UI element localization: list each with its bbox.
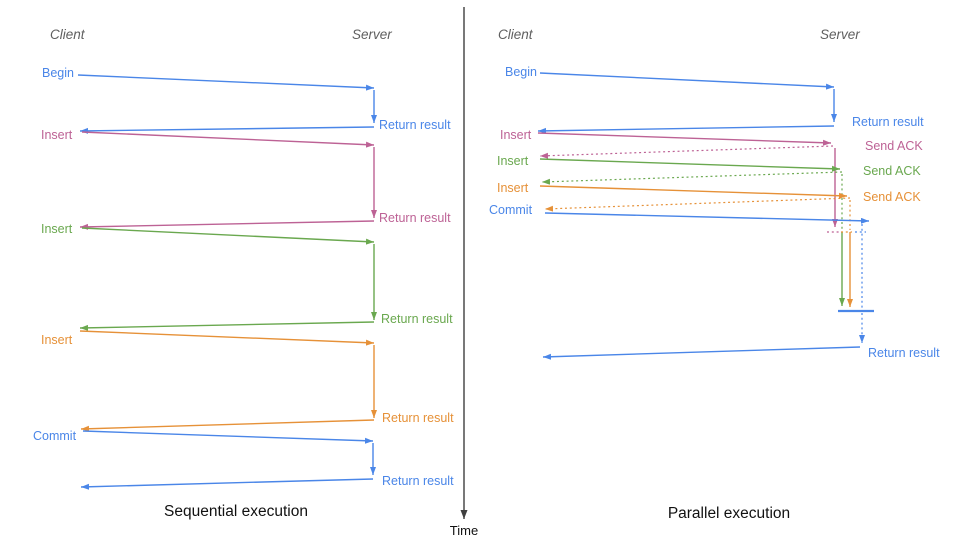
par-begin-return-arrow — [537, 125, 835, 134]
par-begin-request-arrow — [539, 72, 835, 90]
seq-commit-label: Commit — [33, 429, 77, 443]
time-axis: Time — [450, 7, 478, 538]
par-commit-label: Commit — [489, 203, 533, 217]
seq-commit-request-arrow — [82, 430, 374, 444]
seq-insert1-label: Insert — [41, 128, 73, 142]
par-insert2-request-arrow — [539, 158, 841, 172]
seq-insert2-request-arrow — [81, 227, 375, 245]
parallel-title: Parallel execution — [668, 505, 790, 522]
seq-begin-response-label: Return result — [379, 118, 451, 132]
seq-commit-return-arrow — [80, 478, 374, 490]
seq-begin-label: Begin — [42, 66, 74, 80]
par-insert3-label: Insert — [497, 181, 529, 195]
seq-insert2-response-label: Return result — [381, 312, 453, 326]
seq-insert2-return-arrow — [79, 321, 375, 331]
seq-begin-return-arrow — [79, 126, 375, 134]
seq-insert3-label: Insert — [41, 333, 73, 347]
par-insert3-request-arrow — [539, 185, 848, 199]
time-axis-label: Time — [450, 523, 478, 538]
par-insert2-label: Insert — [497, 154, 529, 168]
seq-insert3-request-arrow — [79, 330, 375, 346]
par-begin-label: Begin — [505, 65, 537, 79]
seq-server-header: Server — [352, 27, 392, 42]
par-insert2-ack-arrow — [541, 171, 843, 185]
seq-insert3-response-label: Return result — [382, 411, 454, 425]
seq-insert2-label: Insert — [41, 222, 73, 236]
par-commit-request-arrow — [544, 212, 870, 224]
par-server-header: Server — [820, 27, 860, 42]
seq-insert1-return-arrow — [79, 220, 375, 230]
par-client-header: Client — [498, 27, 534, 42]
par-insert2-ack-label: Send ACK — [863, 164, 921, 178]
par-insert1-ack-arrow — [539, 145, 834, 159]
sequential-diagram: Client Server Begin Return result Insert… — [33, 27, 454, 520]
seq-commit-response-label: Return result — [382, 474, 454, 488]
par-insert3-ack-arrow — [544, 197, 851, 212]
seq-insert1-response-label: Return result — [379, 211, 451, 225]
par-commit-response-label: Return result — [868, 346, 940, 360]
par-insert1-request-arrow — [537, 132, 832, 146]
par-commit-return-arrow — [542, 346, 861, 360]
par-insert1-label: Insert — [500, 128, 532, 142]
seq-client-header: Client — [50, 27, 86, 42]
sequential-title: Sequential execution — [164, 503, 308, 520]
par-insert1-ack-label: Send ACK — [865, 139, 923, 153]
par-insert3-ack-label: Send ACK — [863, 190, 921, 204]
parallel-diagram: Client Server Begin Return result Insert… — [489, 27, 940, 522]
seq-insert1-request-arrow — [81, 131, 375, 148]
seq-insert3-return-arrow — [80, 419, 375, 432]
seq-begin-request-arrow — [77, 74, 375, 91]
par-begin-response-label: Return result — [852, 115, 924, 129]
